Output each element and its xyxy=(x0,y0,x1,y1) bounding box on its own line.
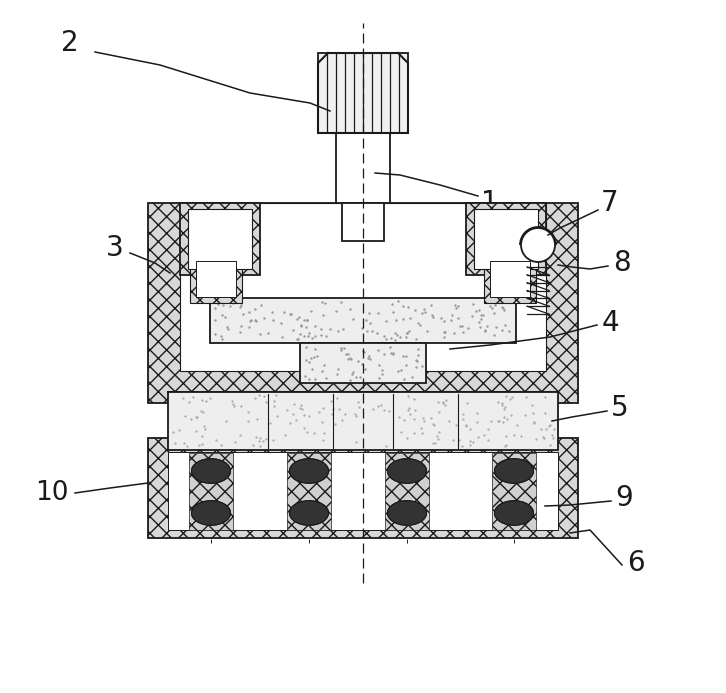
Bar xyxy=(189,453,233,530)
Ellipse shape xyxy=(388,459,426,483)
Bar xyxy=(492,453,536,530)
Ellipse shape xyxy=(290,459,328,483)
Text: 5: 5 xyxy=(611,394,629,422)
Bar xyxy=(168,452,558,530)
Bar xyxy=(385,453,429,530)
Text: 3: 3 xyxy=(106,234,124,262)
Bar xyxy=(490,261,530,297)
Ellipse shape xyxy=(192,501,230,525)
Bar xyxy=(287,453,331,530)
Bar xyxy=(210,298,516,343)
Bar xyxy=(300,343,426,383)
Ellipse shape xyxy=(192,459,230,483)
Ellipse shape xyxy=(494,459,534,483)
Text: 4: 4 xyxy=(601,309,619,337)
Bar xyxy=(168,392,558,450)
Ellipse shape xyxy=(494,501,534,525)
Bar xyxy=(484,255,536,303)
Text: 6: 6 xyxy=(627,549,645,577)
Text: 8: 8 xyxy=(613,249,631,277)
Bar xyxy=(148,203,578,403)
Bar xyxy=(148,438,578,538)
Ellipse shape xyxy=(290,501,328,525)
Ellipse shape xyxy=(494,459,534,483)
Ellipse shape xyxy=(388,501,426,525)
Text: 10: 10 xyxy=(36,480,69,506)
Bar xyxy=(336,133,390,203)
Bar xyxy=(180,203,546,371)
Bar xyxy=(474,209,538,269)
Bar xyxy=(342,203,384,241)
Ellipse shape xyxy=(192,501,230,525)
Ellipse shape xyxy=(192,459,230,483)
Text: 2: 2 xyxy=(61,29,79,57)
Text: 7: 7 xyxy=(601,189,619,217)
Circle shape xyxy=(521,228,555,262)
Ellipse shape xyxy=(290,501,328,525)
Text: 1: 1 xyxy=(481,189,499,217)
Bar xyxy=(196,261,236,297)
Ellipse shape xyxy=(494,501,534,525)
Bar xyxy=(180,203,260,275)
Ellipse shape xyxy=(290,459,328,483)
Ellipse shape xyxy=(388,459,426,483)
Ellipse shape xyxy=(388,501,426,525)
Text: 9: 9 xyxy=(615,484,633,512)
Bar xyxy=(190,255,242,303)
Bar xyxy=(318,53,408,133)
Bar xyxy=(180,343,546,371)
Bar xyxy=(466,203,546,275)
Bar xyxy=(188,209,252,269)
